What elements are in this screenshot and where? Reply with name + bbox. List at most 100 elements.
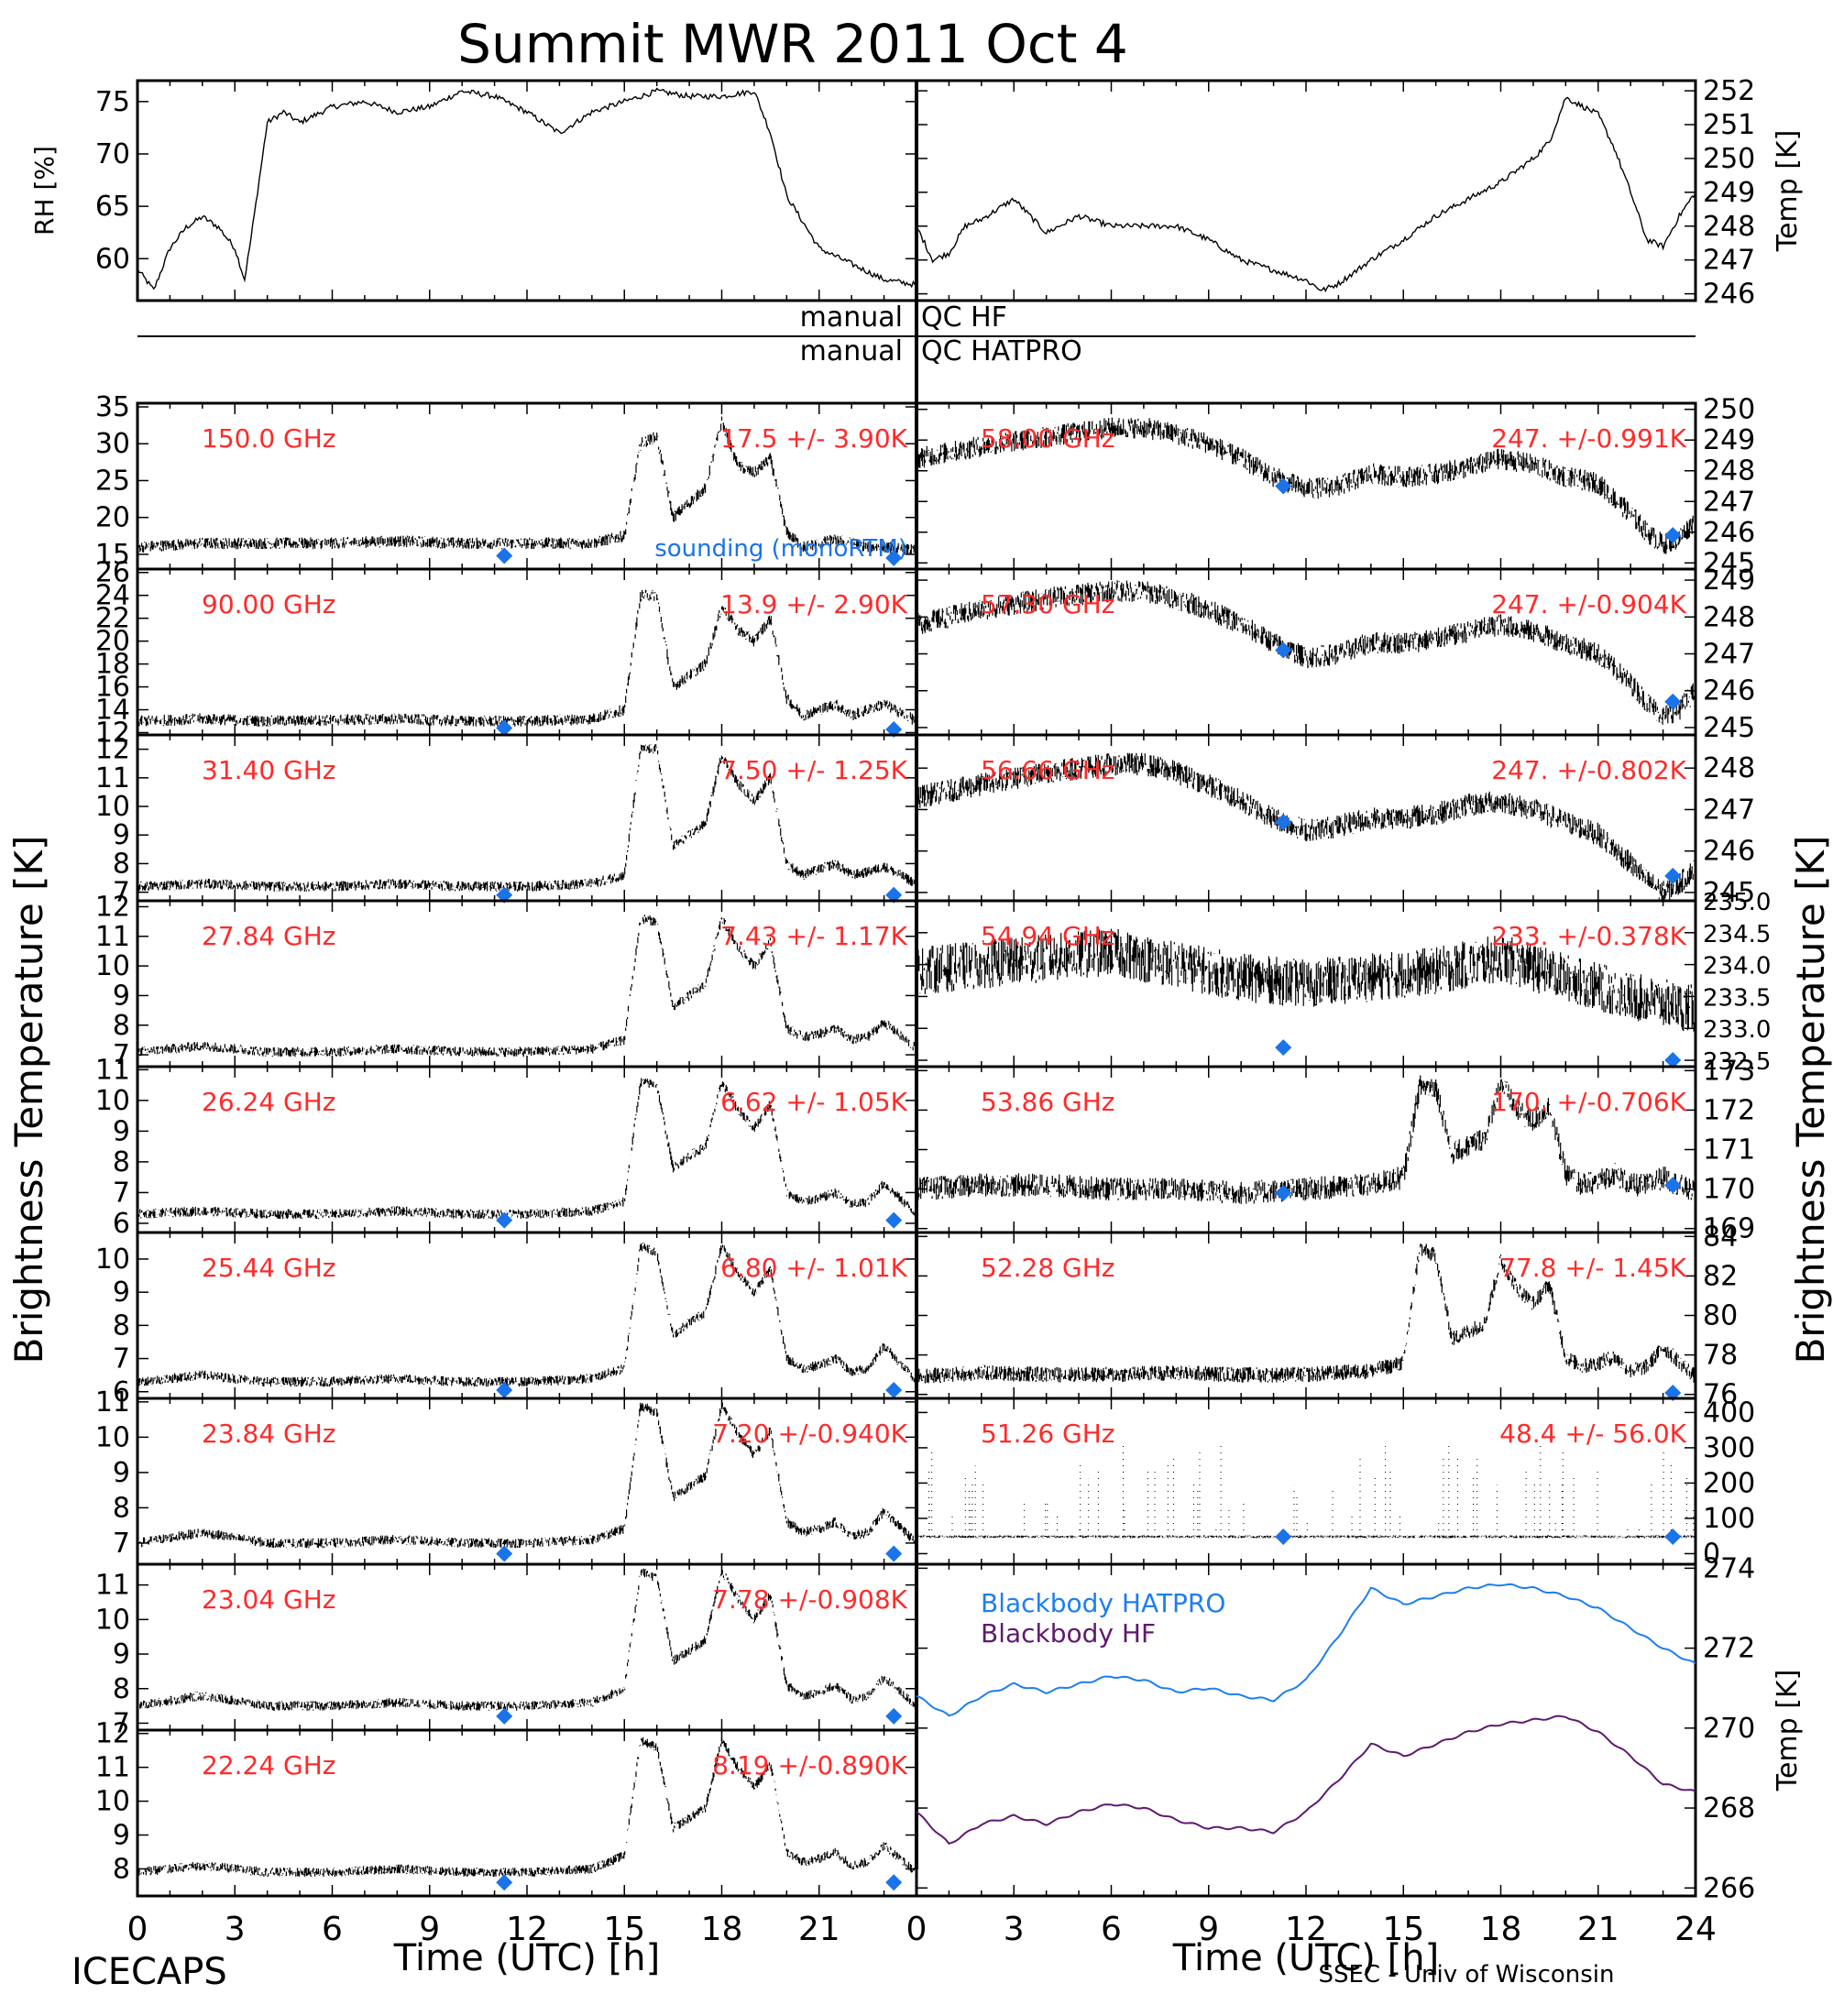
y-tick-label: 11 [95, 921, 130, 953]
x-tick-label: 3 [225, 1911, 246, 1948]
y-tick-label: 7 [113, 877, 130, 909]
freq-label: 53.86 GHz [981, 1087, 1115, 1117]
y-tick-label: 234.0 [1703, 953, 1771, 981]
y-tick-label: 75 [95, 86, 130, 118]
sounding-marker [1664, 1052, 1682, 1069]
x-tick-label: 0 [906, 1911, 927, 1948]
series-noise [137, 915, 917, 1057]
y-tick-label: 8 [113, 1146, 130, 1178]
panel-rh: 60 65 70 75 RH [%] [29, 79, 918, 302]
y-tick-label: 300 [1703, 1432, 1755, 1464]
y-tick-label: 70 [95, 138, 130, 170]
freq-label: 51.26 GHz [981, 1419, 1115, 1449]
panel-ch_54: 232.5 233.0 233.5 234.0 234.5 235.0 54.94 GHz 2… [915, 889, 1771, 1076]
y-tick-label: 400 [1703, 1397, 1755, 1429]
y-tick-label: 78 [1703, 1340, 1738, 1372]
figure-title: Summit MWR 2011 Oct 4 [457, 13, 1128, 75]
series-spikes [928, 1441, 1695, 1537]
series-line-hatpro [916, 1583, 1696, 1717]
freq-label: 25.44 GHz [202, 1253, 336, 1283]
panel-ylabel: RH [%] [29, 146, 60, 236]
series-noise [137, 589, 917, 727]
series-line [137, 87, 917, 290]
stat-label: 7.78 +/-0.908K [712, 1584, 907, 1615]
sounding-marker [1664, 867, 1682, 884]
series-noise [916, 417, 1696, 554]
stat-label: 247. +/-0.904K [1491, 589, 1686, 619]
x-tick-label: 15 [603, 1911, 645, 1948]
y-tick-label: 11 [95, 1752, 130, 1784]
series-noise [137, 1567, 917, 1711]
y-tick-label: 245 [1703, 547, 1755, 579]
y-tick-label: 60 [95, 243, 130, 275]
y-tick-label: 246 [1703, 279, 1755, 311]
x-tick-label: 12 [506, 1911, 548, 1948]
stat-label: 6.80 +/- 1.01K [720, 1253, 907, 1283]
y-tick-label: 9 [113, 1115, 130, 1147]
y-tick-label: 14 [95, 695, 130, 727]
y-tick-label: 268 [1703, 1792, 1755, 1824]
y-tick-label: 270 [1703, 1713, 1755, 1745]
y-tick-label: 7 [113, 1528, 130, 1560]
x-axis-label-left: Time (UTC) [h] [393, 1937, 660, 1979]
x-tick-label: 0 [127, 1911, 148, 1948]
y-tick-label: 9 [113, 1638, 130, 1671]
panel-blackbody: 266 268 270 272 274 Blackbody HATPROBlackbody… [915, 1552, 1804, 1904]
y-tick-label: 274 [1703, 1552, 1755, 1584]
y-tick-label: 10 [95, 950, 130, 982]
y-tick-label: 9 [113, 1457, 130, 1489]
sounding-marker [1275, 1528, 1292, 1545]
y-tick-label: 248 [1703, 211, 1755, 243]
sounding-marker [885, 1707, 903, 1725]
sounding-marker [885, 1211, 903, 1229]
y-tick-label: 15 [95, 539, 130, 571]
y-tick-label: 9 [113, 1820, 130, 1852]
y-tick-label: 248 [1703, 601, 1755, 633]
series-line [916, 96, 1696, 293]
footer-ssec: SSEC - Univ of Wisconsin [1318, 1961, 1614, 1989]
sounding-marker [885, 1381, 903, 1398]
qc-manual-top: manual [800, 301, 903, 334]
freq-label: 22.24 GHz [202, 1750, 336, 1780]
y-tick-label: 16 [95, 672, 130, 704]
y-tick-label: 9 [113, 1276, 130, 1309]
freq-label: 52.28 GHz [981, 1253, 1115, 1283]
y-tick-label: 20 [95, 502, 130, 534]
y-tick-label: 80 [1703, 1300, 1738, 1332]
y-tick-label: 76 [1703, 1379, 1738, 1411]
y-tick-label: 10 [95, 1421, 130, 1453]
series-noise [916, 580, 1696, 725]
sounding-marker [496, 886, 513, 904]
x-tick-label: 6 [1101, 1911, 1122, 1948]
sounding-marker [1275, 477, 1292, 495]
stat-label: 77.8 +/- 1.45K [1499, 1253, 1686, 1283]
y-tick-label: 247 [1703, 639, 1755, 671]
y-tick-label: 249 [1703, 424, 1755, 456]
y-tick-label: 171 [1703, 1134, 1755, 1167]
y-tick-label: 245 [1703, 877, 1755, 909]
series-noise [916, 1244, 1696, 1384]
legend-hatpro: Blackbody HATPRO [981, 1588, 1225, 1618]
y-tick-label: 266 [1703, 1872, 1755, 1904]
sounding-marker [1275, 814, 1292, 831]
x-tick-label: 18 [1480, 1911, 1522, 1948]
x-axes-layer: 0 3 6 9 12 15 18 21 0 3 6 9 12 15 18 21 24 [127, 1911, 1717, 1948]
x-tick-label: 9 [1198, 1911, 1219, 1948]
qc-manual-bottom: manual [800, 335, 903, 367]
y-tick-label: 24 [95, 580, 130, 612]
y-tick-label: 11 [95, 1570, 130, 1602]
series-noise [916, 752, 1696, 901]
y-tick-label: 18 [95, 649, 130, 681]
series-noise [137, 1242, 917, 1387]
stat-label: 48.4 +/- 56.0K [1499, 1419, 1686, 1449]
